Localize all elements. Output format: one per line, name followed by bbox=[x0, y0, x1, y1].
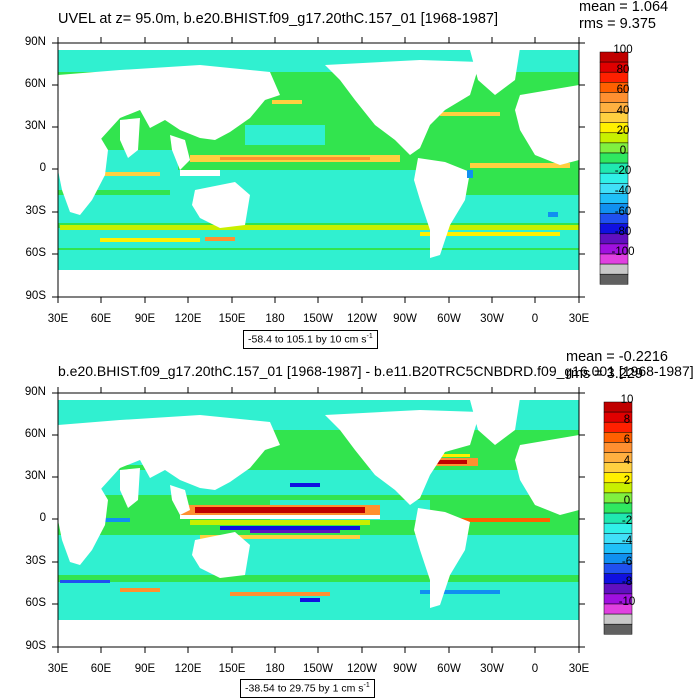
lat-ticks bbox=[52, 42, 585, 298]
lat-label: 0 bbox=[39, 162, 46, 174]
colorbar-label: 40 bbox=[616, 104, 630, 117]
colorbar-swatch bbox=[603, 623, 633, 635]
lon-label: 30E bbox=[568, 663, 590, 675]
colorbar-label: 80 bbox=[616, 64, 630, 77]
contour-range-box: -38.54 to 29.75 by 1 cm s-1 bbox=[240, 679, 375, 699]
lat-label: 90S bbox=[25, 290, 46, 302]
difference-features bbox=[60, 454, 550, 602]
lat-label: 30S bbox=[25, 555, 46, 567]
colorbar-label: -80 bbox=[614, 225, 632, 238]
colorbar-label: 20 bbox=[616, 124, 630, 137]
current-features bbox=[272, 100, 558, 217]
colorbar-label: -2 bbox=[621, 515, 633, 528]
colorbar-label: 0 bbox=[623, 495, 631, 507]
colorbar-label: 2 bbox=[623, 474, 631, 487]
rms-value: rms = 3.229 bbox=[566, 366, 643, 382]
mean-value: mean = 1.064 bbox=[579, 0, 669, 15]
colorbar-swatch bbox=[599, 273, 629, 285]
lon-label: 90W bbox=[393, 313, 417, 325]
lat-label: 30S bbox=[25, 205, 46, 217]
lat-label: 30N bbox=[24, 470, 46, 482]
lon-label: 0 bbox=[531, 663, 539, 675]
lon-ticks bbox=[57, 387, 580, 653]
lon-label: 30W bbox=[480, 313, 504, 325]
lon-label: 30E bbox=[47, 663, 69, 675]
lon-label: 30E bbox=[47, 313, 69, 325]
lon-label: 0 bbox=[531, 313, 539, 325]
colorbar-label: 8 bbox=[623, 414, 631, 427]
colorbar-label: 6 bbox=[623, 434, 631, 447]
lon-label: 150W bbox=[302, 313, 334, 325]
lon-label: 150W bbox=[302, 663, 334, 675]
lon-label: 120E bbox=[174, 313, 202, 325]
colorbar-label: -20 bbox=[614, 165, 632, 178]
lon-label: 150E bbox=[218, 313, 246, 325]
lat-label: 60N bbox=[24, 428, 46, 440]
panel-title: UVEL at z= 95.0m, b.e20.BHIST.f09_g17.20… bbox=[58, 11, 499, 27]
lon-label: 60W bbox=[437, 663, 461, 675]
lat-label: 90N bbox=[24, 36, 46, 48]
colorbar-label: 0 bbox=[619, 145, 627, 157]
colorbar-label: -40 bbox=[614, 185, 632, 198]
colorbar-label: 60 bbox=[616, 84, 630, 97]
colorbar bbox=[603, 401, 633, 635]
lat-label: 90S bbox=[25, 640, 46, 652]
colorbar-label: -10 bbox=[618, 596, 636, 608]
land-masses bbox=[58, 393, 579, 647]
colorbar-label: -6 bbox=[621, 555, 633, 568]
map-field bbox=[58, 43, 579, 297]
colorbar-label: -100 bbox=[611, 246, 635, 258]
map-figure bbox=[52, 387, 633, 653]
lon-label: 180 bbox=[265, 313, 285, 325]
colorbar-label: 100 bbox=[613, 44, 633, 56]
contour-range-text: -58.4 to 105.1 by 10 cm s bbox=[248, 333, 367, 346]
unit-exponent: -1 bbox=[366, 333, 373, 340]
lon-label: 120W bbox=[346, 663, 378, 675]
lon-label: 60E bbox=[90, 663, 112, 675]
contour-range-box: -58.4 to 105.1 by 10 cm s-1 bbox=[243, 330, 378, 350]
lon-label: 30E bbox=[568, 313, 590, 325]
bottom-panel: mean = -0.2216 rms = 3.229 b.e20.BHIST.f… bbox=[0, 350, 700, 700]
lon-label: 90E bbox=[134, 313, 156, 325]
rms-value: rms = 9.375 bbox=[579, 16, 656, 32]
colorbar-label: -4 bbox=[621, 535, 633, 548]
lat-label: 30N bbox=[24, 120, 46, 132]
panel-title: b.e20.BHIST.f09_g17.20thC.157_01 [1968-1… bbox=[58, 363, 694, 379]
lon-label: 30W bbox=[480, 663, 504, 675]
lon-label: 120E bbox=[174, 663, 202, 675]
map-field bbox=[58, 393, 579, 647]
colorbar-swatch bbox=[603, 613, 633, 625]
colorbar-label: 10 bbox=[620, 394, 634, 406]
colorbar-label: -8 bbox=[621, 575, 633, 588]
lat-label: 60S bbox=[25, 597, 46, 609]
colorbar bbox=[599, 51, 629, 285]
colorbar-swatch bbox=[599, 263, 629, 275]
lat-label: 60N bbox=[24, 78, 46, 90]
lon-label: 90W bbox=[393, 663, 417, 675]
top-panel: UVEL at z= 95.0m, b.e20.BHIST.f09_g17.20… bbox=[24, 0, 669, 350]
lon-ticks bbox=[57, 37, 580, 303]
lat-label: 90N bbox=[24, 386, 46, 398]
lon-label: 90E bbox=[134, 663, 156, 675]
land-masses bbox=[58, 43, 579, 297]
lon-label: 60E bbox=[90, 313, 112, 325]
map-figure bbox=[52, 37, 629, 303]
lon-label: 150E bbox=[218, 663, 246, 675]
lat-label: 0 bbox=[39, 512, 46, 524]
contour-range-text: -38.54 to 29.75 by 1 cm s bbox=[245, 682, 364, 695]
colorbar-label: 4 bbox=[623, 454, 631, 467]
lon-label: 120W bbox=[346, 313, 378, 325]
lon-label: 180 bbox=[265, 663, 285, 675]
eastward-jets bbox=[60, 112, 579, 242]
lat-label: 60S bbox=[25, 247, 46, 259]
lon-label: 60W bbox=[437, 313, 461, 325]
unit-exponent: -1 bbox=[363, 682, 370, 689]
colorbar-label: -60 bbox=[614, 205, 632, 218]
lat-ticks bbox=[52, 392, 585, 648]
mean-value: mean = -0.2216 bbox=[566, 349, 668, 365]
